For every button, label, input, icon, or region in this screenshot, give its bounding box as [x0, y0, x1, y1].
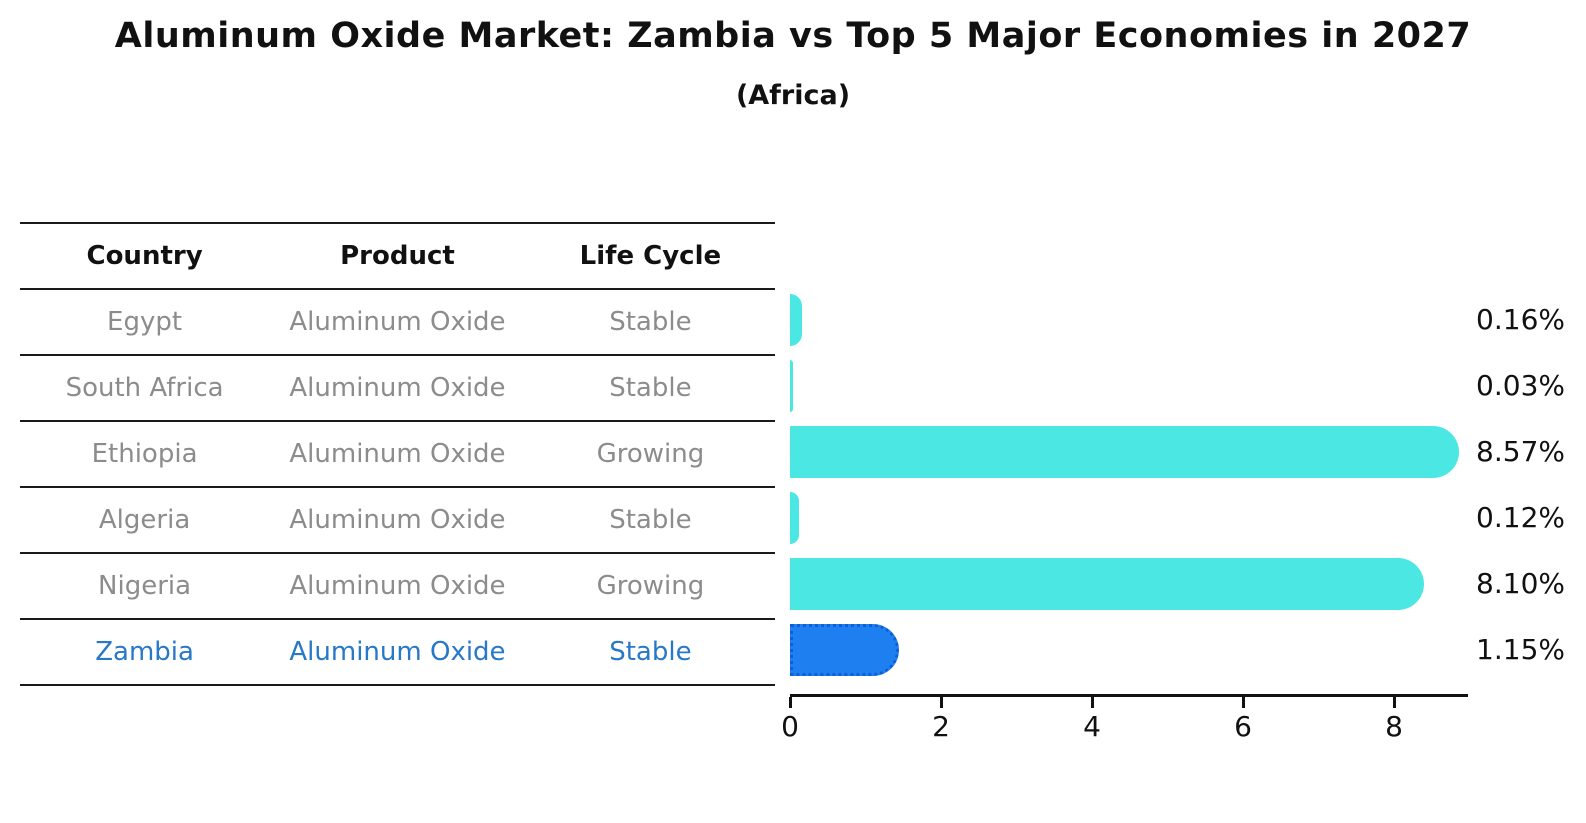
table-row: Nigeria Aluminum Oxide Growing: [20, 554, 775, 620]
table-cell-life-cycle: Stable: [609, 307, 692, 337]
summary-table: Country Product Life Cycle Egypt Aluminum…: [20, 222, 775, 686]
bar: [790, 294, 803, 346]
table-cell-country: Algeria: [98, 505, 191, 535]
table-body: Egypt Aluminum Oxide Stable South Africa Alu…: [20, 290, 775, 686]
bar: [790, 426, 1460, 478]
table-row: South Africa Aluminum Oxide Stable: [20, 356, 775, 422]
x-axis-tick-mark: [1091, 697, 1094, 708]
bar: [790, 558, 1424, 610]
bar-value-label: 1.15%: [1476, 633, 1565, 666]
table-cell-product: Aluminum Oxide: [289, 307, 506, 337]
chart-subtitle: (Africa): [735, 80, 851, 111]
table-cell-country: Zambia: [95, 637, 194, 667]
table-header-row: Country Product Life Cycle: [20, 224, 775, 290]
table-cell-product: Aluminum Oxide: [289, 637, 506, 667]
table-row: Ethiopia Aluminum Oxide Growing: [20, 422, 775, 488]
x-axis-tick-mark: [789, 697, 792, 708]
table-row: Zambia Aluminum Oxide Stable: [20, 620, 775, 686]
bar-value-label: 0.16%: [1476, 303, 1565, 336]
table-row: Egypt Aluminum Oxide Stable: [20, 290, 775, 356]
table-cell-country: South Africa: [65, 373, 224, 403]
table-cell-life-cycle: Stable: [609, 505, 692, 535]
table-cell-product: Aluminum Oxide: [289, 373, 506, 403]
bar-highlight-zambia: [790, 624, 899, 676]
table-cell-life-cycle: Stable: [609, 637, 692, 667]
bar: [790, 360, 793, 412]
chart-title: Aluminum Oxide Market: Zambia vs Top 5 M…: [114, 16, 1472, 56]
x-axis-tick-label: 4: [1083, 710, 1101, 743]
table-cell-product: Aluminum Oxide: [289, 439, 506, 469]
table-header-country: Country: [86, 241, 203, 271]
table-cell-country: Ethiopia: [91, 439, 198, 469]
x-axis-tick-mark: [1242, 697, 1245, 708]
table-header-product: Product: [340, 241, 455, 271]
x-axis-tick-label: 6: [1234, 710, 1252, 743]
table-cell-country: Egypt: [107, 307, 183, 337]
table-cell-life-cycle: Growing: [596, 439, 705, 469]
x-axis-tick-mark: [1393, 697, 1396, 708]
table-cell-life-cycle: Growing: [596, 571, 705, 601]
x-axis-tick-mark: [940, 697, 943, 708]
table-row: Algeria Aluminum Oxide Stable: [20, 488, 775, 554]
table-header-life-cycle: Life Cycle: [579, 241, 722, 271]
table-cell-country: Nigeria: [98, 571, 192, 601]
x-axis-tick-label: 0: [781, 710, 799, 743]
bar-value-label: 0.12%: [1476, 501, 1565, 534]
bar-value-label: 8.57%: [1476, 435, 1565, 468]
x-axis-tick-label: 2: [932, 710, 950, 743]
table-cell-product: Aluminum Oxide: [289, 505, 506, 535]
x-axis-tick-label: 8: [1385, 710, 1403, 743]
bar-value-label: 0.03%: [1476, 369, 1565, 402]
x-axis-line: [790, 694, 1468, 697]
table-cell-product: Aluminum Oxide: [289, 571, 506, 601]
bar: [790, 492, 800, 544]
bar-value-label: 8.10%: [1476, 567, 1565, 600]
table-cell-life-cycle: Stable: [609, 373, 692, 403]
